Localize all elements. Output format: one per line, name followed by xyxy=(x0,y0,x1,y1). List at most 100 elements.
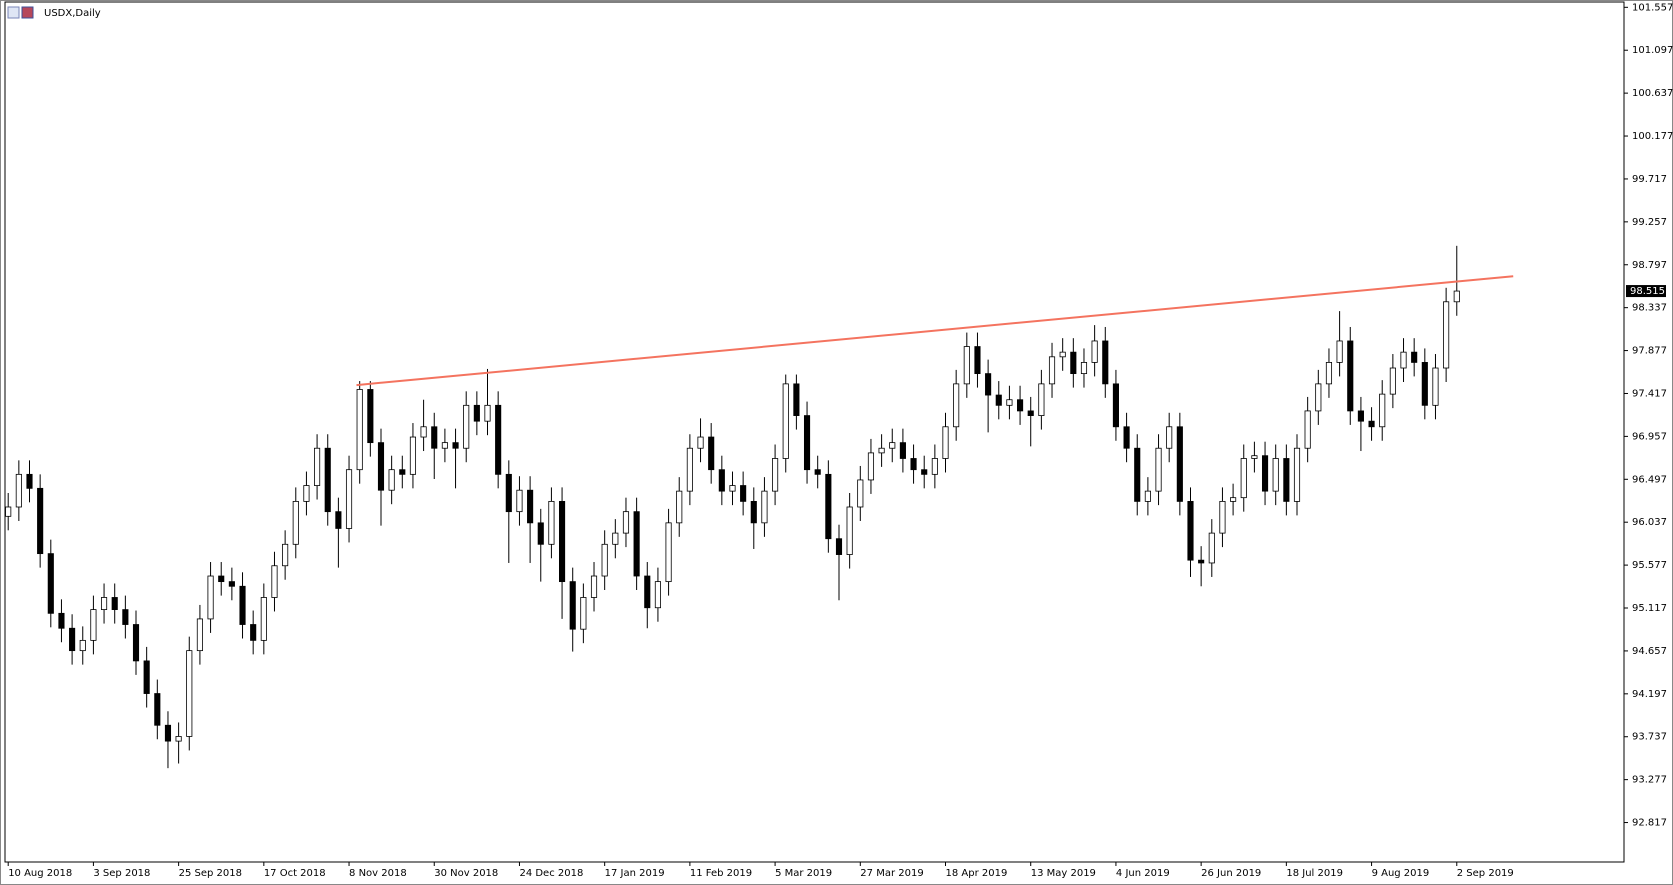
candle-body xyxy=(90,609,97,641)
candle-body xyxy=(580,597,587,630)
candle-body xyxy=(590,575,598,598)
candle-body xyxy=(772,458,779,492)
candle-body xyxy=(1134,447,1141,502)
candle-body xyxy=(292,500,299,545)
candle-body xyxy=(122,609,129,625)
price-tag-label: 98.515 xyxy=(1630,286,1665,297)
candle-body xyxy=(335,511,342,529)
candle-body xyxy=(58,612,65,629)
candle-body xyxy=(345,469,353,529)
candle-body xyxy=(79,639,86,652)
candle-body xyxy=(548,500,555,545)
candle-body xyxy=(1400,351,1407,369)
candle-body xyxy=(239,585,246,625)
candle-body xyxy=(1325,362,1333,385)
candle-body xyxy=(537,522,544,545)
candle-body xyxy=(1293,447,1301,502)
candle-body xyxy=(1155,447,1162,492)
candle-body xyxy=(1443,301,1450,369)
candle-body xyxy=(686,447,693,492)
candle-body xyxy=(409,436,417,475)
candle-body xyxy=(282,543,289,567)
candle-body xyxy=(1176,426,1183,502)
candle-body xyxy=(974,346,981,375)
y-tick-label: 96.037 xyxy=(1632,517,1667,528)
candle-body xyxy=(803,415,811,471)
candle-body xyxy=(654,581,661,609)
candle-body xyxy=(1379,393,1386,428)
candle-body xyxy=(1166,426,1173,449)
candle-body xyxy=(1187,500,1194,561)
y-tick-label: 96.497 xyxy=(1632,474,1667,485)
candle-body xyxy=(377,442,385,491)
icon xyxy=(21,6,34,19)
candle-body xyxy=(505,473,512,513)
plot-frame xyxy=(4,1,1625,863)
candle-body xyxy=(1230,497,1237,502)
candle-body xyxy=(1421,362,1428,406)
candle-body xyxy=(665,522,672,583)
x-tick-label: 8 Nov 2018 xyxy=(349,868,407,879)
candle-body xyxy=(1368,420,1375,428)
x-tick-label: 17 Oct 2018 xyxy=(264,868,326,879)
candle-body xyxy=(196,618,203,652)
candle-body xyxy=(367,389,374,444)
x-tick-label: 18 Apr 2019 xyxy=(946,868,1008,879)
x-tick-label: 26 Jun 2019 xyxy=(1201,868,1261,879)
y-tick-label: 98.797 xyxy=(1632,260,1667,271)
candle-body xyxy=(740,485,747,502)
candle-body xyxy=(1251,455,1258,459)
price-tag xyxy=(1626,285,1666,298)
y-tick-label: 100.177 xyxy=(1632,131,1673,142)
candle-body xyxy=(1038,383,1045,416)
y-tick-label: 99.717 xyxy=(1632,174,1667,185)
x-tick-label: 17 Jan 2019 xyxy=(605,868,665,879)
x-tick-label: 13 May 2019 xyxy=(1031,868,1096,879)
y-tick-label: 95.577 xyxy=(1632,560,1667,571)
candle-body xyxy=(452,442,459,449)
candle-body xyxy=(516,489,523,513)
candle-body xyxy=(324,447,331,513)
x-tick-label: 25 Sep 2018 xyxy=(179,868,242,879)
candle-body xyxy=(814,469,821,475)
x-tick-label: 2 Sep 2019 xyxy=(1457,868,1514,879)
candle-body xyxy=(1283,458,1290,502)
candle-body xyxy=(1080,362,1088,375)
candle-body xyxy=(867,452,875,481)
candle-body xyxy=(718,469,725,492)
candle-body xyxy=(1272,458,1279,492)
y-tick-label: 93.277 xyxy=(1632,775,1667,786)
candle-body xyxy=(26,473,33,489)
candle-body xyxy=(228,581,235,587)
candle-body xyxy=(622,511,630,534)
candle-body xyxy=(463,404,470,449)
candle-body xyxy=(1102,340,1109,385)
y-tick-label: 94.197 xyxy=(1632,689,1667,700)
candle-body xyxy=(399,469,406,475)
candle-body xyxy=(473,404,480,422)
candle-body xyxy=(218,575,225,583)
candle-body xyxy=(1336,340,1343,363)
x-tick-label: 5 Mar 2019 xyxy=(775,868,832,879)
candle-body xyxy=(569,581,576,630)
candle-body xyxy=(697,436,704,449)
x-tick-label: 10 Aug 2018 xyxy=(8,868,72,879)
candle-body xyxy=(1240,458,1247,499)
candle-body xyxy=(729,485,736,492)
candle-body xyxy=(846,506,853,555)
candle-body xyxy=(1357,410,1364,422)
candle-body xyxy=(69,627,76,652)
candle-body xyxy=(431,426,438,449)
candle-body xyxy=(953,383,960,428)
candle-body xyxy=(910,458,917,471)
y-tick-label: 101.097 xyxy=(1632,45,1673,56)
y-tick-label: 99.257 xyxy=(1632,217,1667,228)
y-tick-label: 97.877 xyxy=(1632,346,1667,357)
candle-body xyxy=(1144,490,1151,502)
candle-body xyxy=(260,597,267,641)
candle-body xyxy=(1091,340,1098,363)
candle-body xyxy=(761,490,768,524)
candle-body xyxy=(793,383,800,416)
